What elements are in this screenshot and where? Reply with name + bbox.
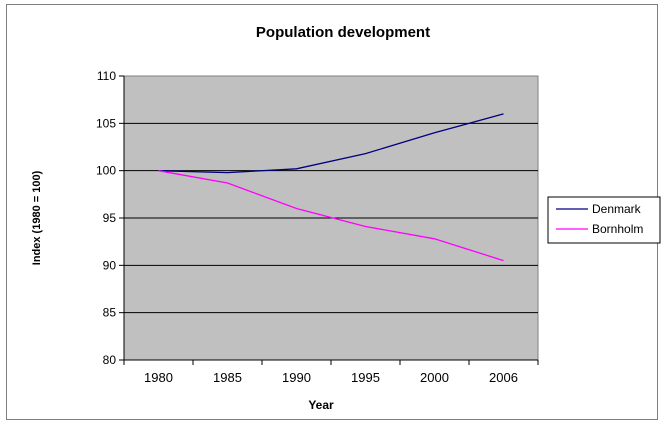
legend-items: Denmark Bornholm [556, 202, 643, 236]
y-tick-label: 95 [103, 211, 117, 225]
legend: Denmark Bornholm [547, 196, 661, 244]
y-tick-label: 110 [97, 69, 116, 83]
axes [119, 75, 539, 365]
y-tick-labels: 80 85 90 95 100 105 110 [96, 69, 116, 367]
y-tick-label: 105 [96, 116, 116, 130]
x-tick-label: 2000 [420, 370, 449, 385]
legend-label-denmark: Denmark [592, 202, 642, 216]
series-line-bornholm [158, 170, 504, 262]
x-tick-label: 1980 [144, 370, 173, 385]
x-axis-label: Year [308, 398, 334, 412]
y-tick-label: 80 [103, 353, 117, 367]
x-tick-labels: 1980 1985 1990 1995 2000 2006 [144, 370, 518, 385]
series-line-denmark [158, 113, 504, 174]
y-tick-label: 85 [103, 306, 117, 320]
x-tick-label: 1985 [213, 370, 242, 385]
y-axis-label: Index (1980 = 100) [31, 170, 43, 265]
legend-label-bornholm: Bornholm [592, 222, 643, 236]
x-tick-label: 1990 [282, 370, 311, 385]
y-tick-label: 90 [103, 258, 117, 272]
legend-box [547, 196, 661, 244]
series-lines [158, 113, 504, 262]
y-tick-label: 100 [96, 164, 116, 178]
chart-title: Population development [256, 24, 430, 41]
x-tick-label: 2006 [489, 370, 518, 385]
x-tick-label: 1995 [351, 370, 380, 385]
